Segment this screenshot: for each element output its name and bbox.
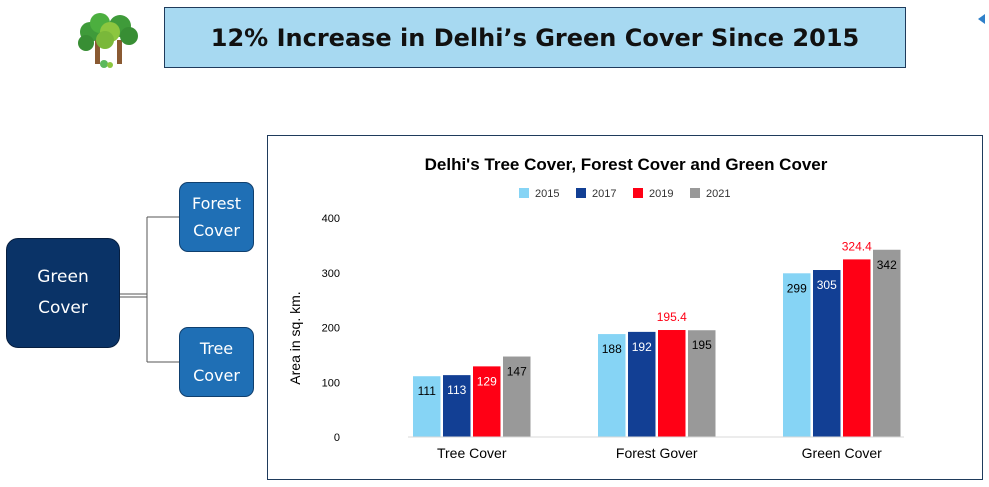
x-tick-label: Green Cover	[802, 445, 882, 461]
page-title-text: 12% Increase in Delhi’s Green Cover Sinc…	[210, 23, 860, 52]
chart-title: Delhi's Tree Cover, Forest Cover and Gre…	[425, 155, 828, 174]
chart-panel: Delhi's Tree Cover, Forest Cover and Gre…	[267, 135, 983, 480]
data-label: 147	[507, 365, 527, 379]
bar	[873, 249, 901, 437]
legend-swatch	[519, 188, 529, 198]
data-label: 305	[817, 278, 837, 292]
node-green-cover-label: Green Cover	[37, 267, 89, 318]
bar	[473, 366, 501, 437]
node-green-cover: Green Cover	[6, 238, 120, 348]
data-label: 192	[632, 340, 652, 354]
y-tick-label: 0	[334, 432, 340, 444]
legend-label: 2015	[535, 188, 559, 200]
data-label: 342	[877, 258, 897, 272]
bar	[503, 356, 531, 437]
legend-label: 2021	[706, 188, 730, 200]
data-label: 195.4	[657, 310, 687, 324]
data-label: 129	[477, 374, 497, 388]
legend-swatch	[576, 188, 586, 198]
x-tick-label: Forest Gover	[616, 445, 698, 461]
bar	[658, 330, 686, 437]
data-label: 324.4	[842, 239, 872, 253]
legend-swatch	[690, 188, 700, 198]
data-label: 299	[787, 281, 807, 295]
page-title: 12% Increase in Delhi’s Green Cover Sinc…	[164, 7, 906, 68]
node-forest-cover-label: Forest Cover	[191, 194, 242, 240]
data-label: 188	[602, 342, 622, 356]
bar	[843, 259, 871, 437]
node-forest-cover: Forest Cover	[179, 182, 254, 252]
y-axis-label: Area in sq. km.	[287, 291, 303, 384]
data-label: 111	[418, 384, 437, 398]
node-tree-cover: Tree Cover	[179, 327, 254, 397]
legend-label: 2019	[649, 188, 673, 200]
bar	[598, 334, 626, 437]
data-label: 113	[447, 383, 466, 397]
data-label: 195	[692, 338, 712, 352]
trees-icon	[78, 13, 138, 68]
y-tick-label: 200	[322, 323, 340, 335]
y-tick-label: 100	[322, 377, 340, 389]
collapse-arrow-icon[interactable]	[978, 14, 985, 24]
x-axis: Tree Cover Forest Gover Green Cover	[408, 436, 904, 461]
legend-label: 2017	[592, 188, 616, 200]
bar-chart: Delhi's Tree Cover, Forest Cover and Gre…	[287, 155, 904, 461]
bar	[783, 273, 811, 437]
bar	[413, 376, 441, 437]
chart-bars: 111 113 129 147 188 192 195.4 195 299 305 324.4 342	[413, 239, 901, 437]
node-tree-cover-label: Tree Cover	[193, 339, 240, 385]
bar	[688, 330, 716, 437]
legend-swatch	[633, 188, 643, 198]
chart-legend: 2015 2017 2019 2021	[519, 188, 730, 200]
bar	[443, 375, 471, 437]
y-tick-label: 300	[322, 268, 340, 280]
x-tick-label: Tree Cover	[437, 445, 507, 461]
bar	[813, 270, 841, 437]
bar	[628, 331, 656, 437]
y-axis: 0 100 200 300 400	[322, 213, 340, 444]
y-tick-label: 400	[322, 213, 340, 225]
